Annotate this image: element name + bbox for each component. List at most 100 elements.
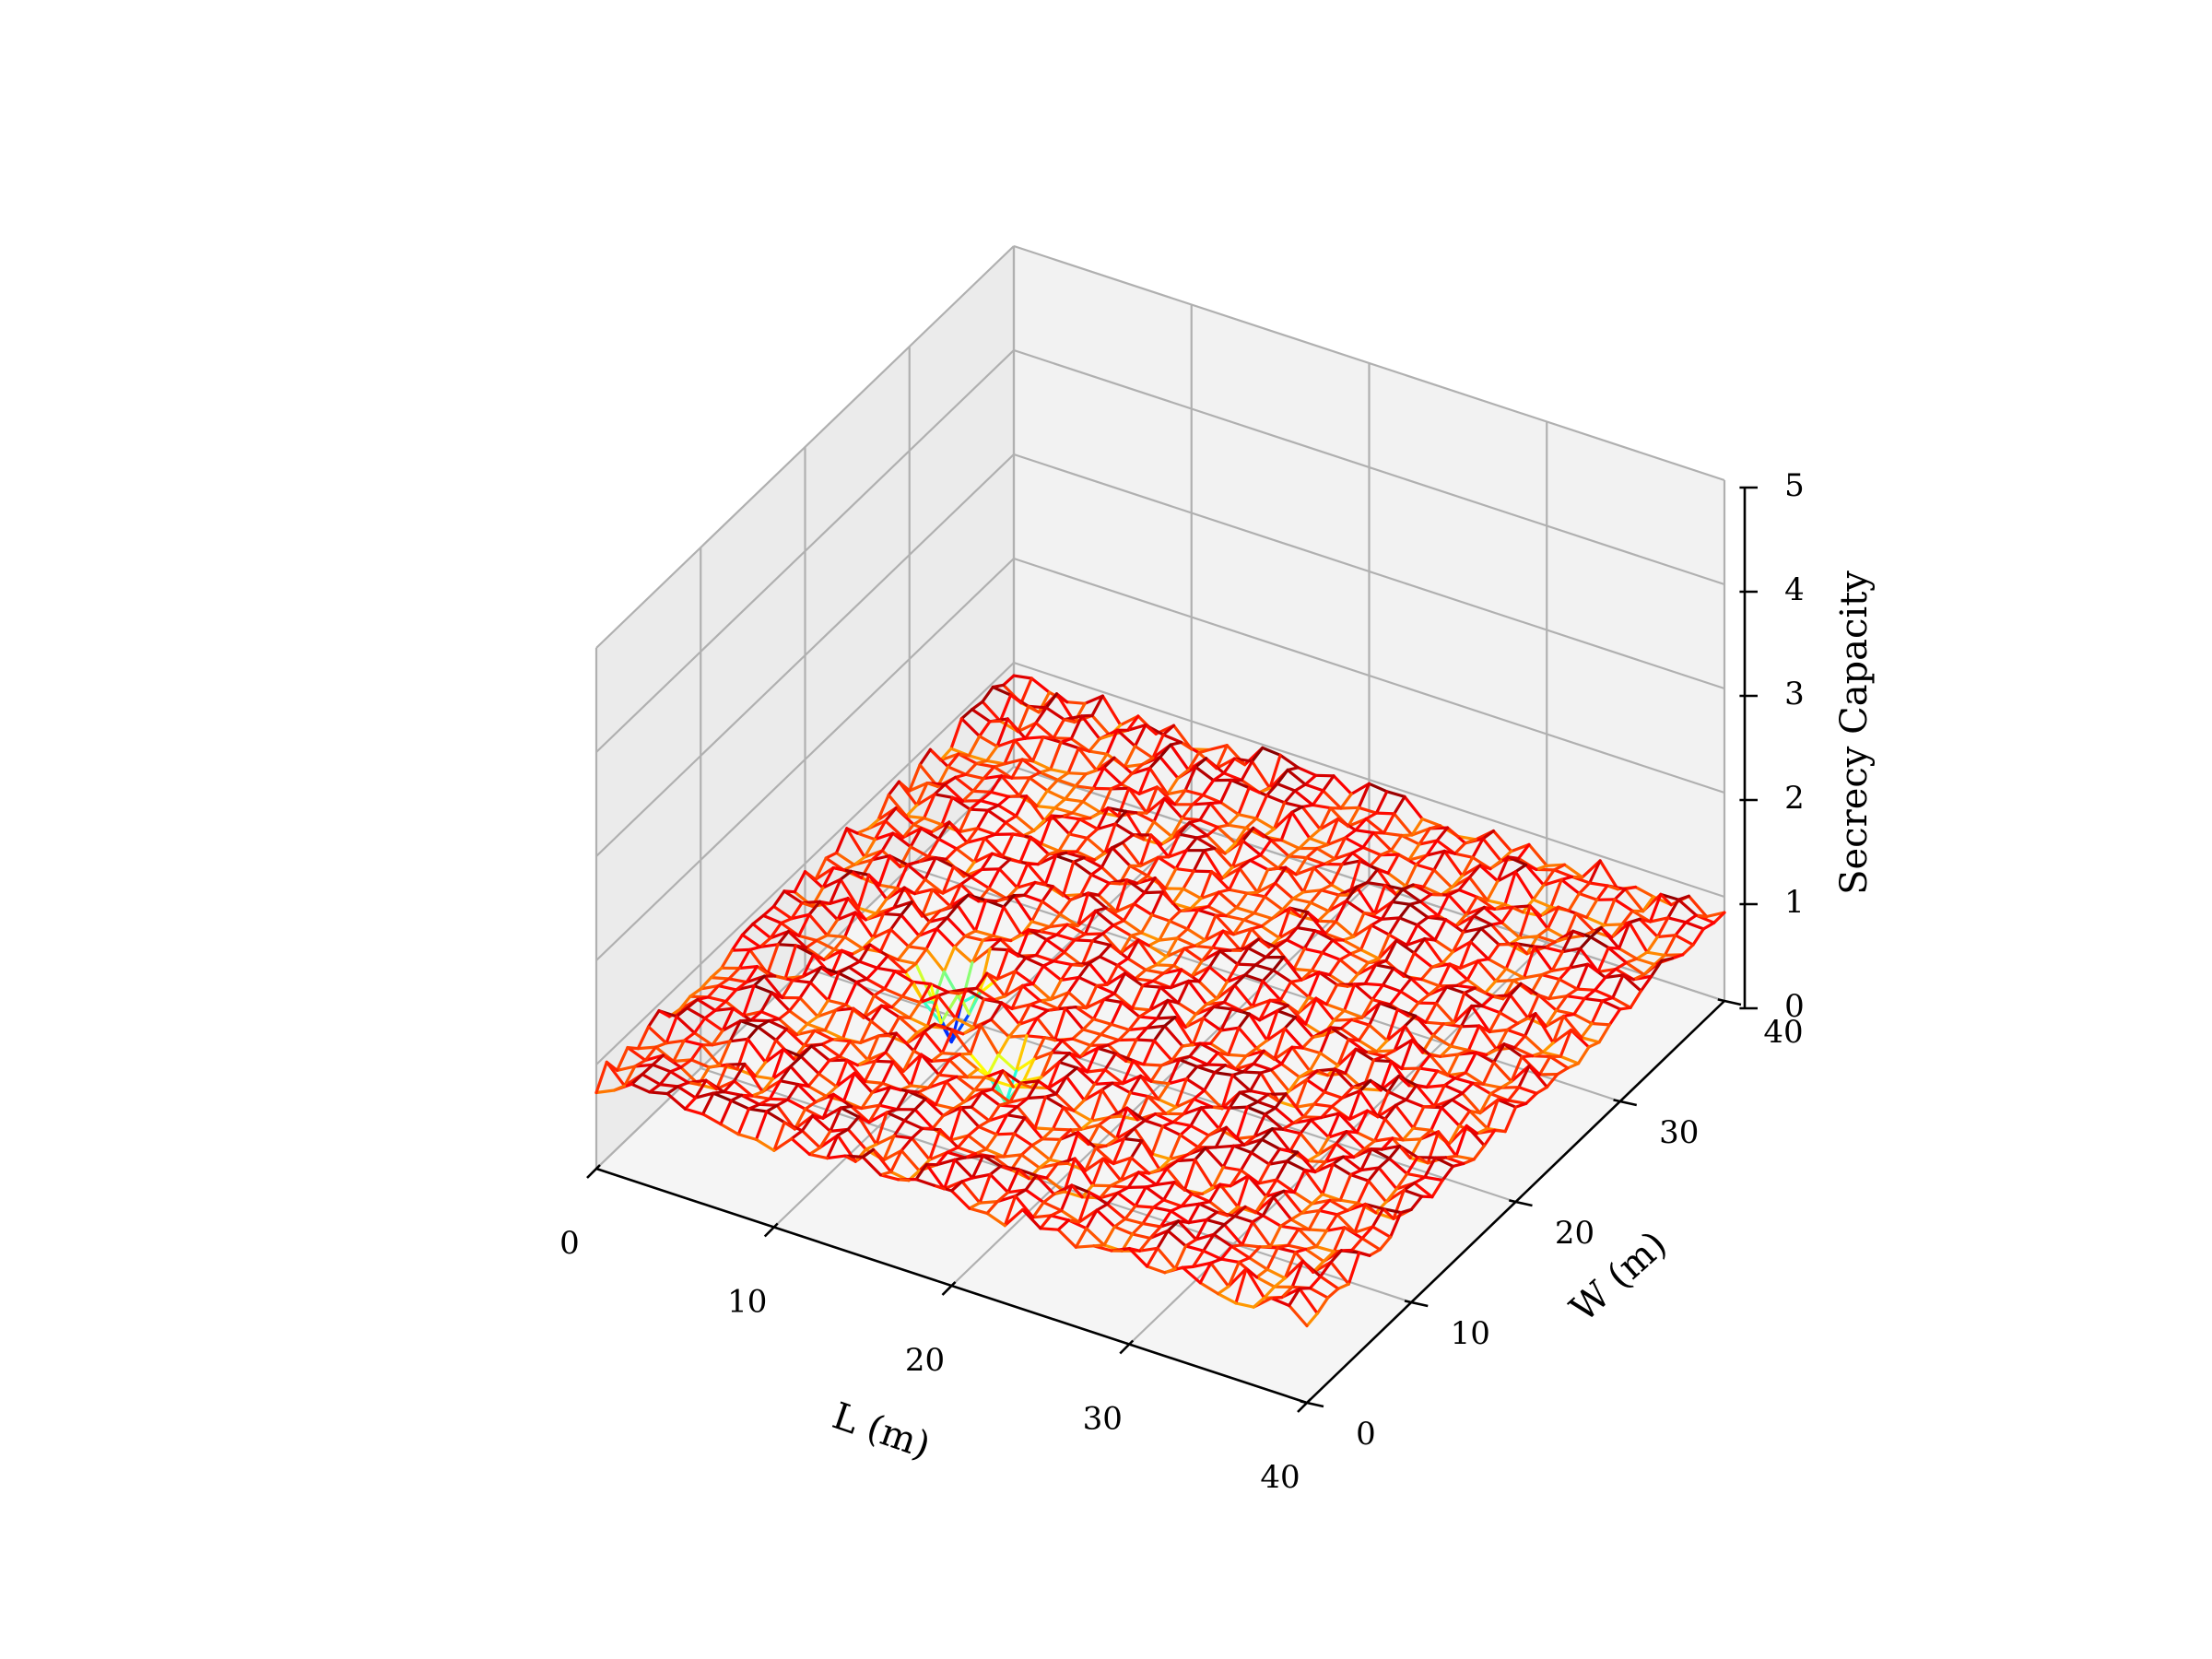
surface-segment [818,900,840,922]
surface-segment [817,1072,839,1088]
surface-segment [952,1100,966,1111]
surface-segment [1410,827,1431,837]
surface-segment [1305,1077,1326,1094]
surface-segment [1041,1127,1055,1141]
surface-segment [676,1085,698,1100]
surface-segment [1454,912,1468,928]
surface-segment [1056,1228,1078,1249]
surface-segment [1365,880,1387,888]
surface-segment [992,762,1006,769]
surface-segment [1181,1265,1195,1269]
surface-segment [1404,863,1418,888]
surface-segment [825,934,847,939]
surface-segment [1044,937,1066,954]
surface-segment [1393,1038,1414,1053]
surface-segment [1283,1016,1297,1030]
surface-segment [1124,1204,1137,1221]
surface-segment [900,900,913,917]
surface-segment [1204,1146,1225,1170]
surface-segment [1453,1077,1475,1085]
surface-segment [1314,996,1335,1022]
surface-segment [688,987,702,998]
surface-segment [692,1017,707,1035]
surface-segment [1122,901,1136,923]
surface-segment [885,1111,907,1123]
surface-segment [1260,1137,1282,1151]
surface-segment [1598,859,1619,891]
surface-segment [1277,1100,1299,1109]
surface-segment [1218,1182,1240,1209]
surface-segment [1533,945,1554,972]
surface-segment [1018,776,1031,797]
surface-segment [947,752,960,769]
surface-segment [1386,1089,1408,1101]
surface-segment [1297,836,1312,851]
surface-segment [1138,855,1160,868]
surface-segment [1547,977,1561,1001]
surface-segment [1090,939,1112,947]
surface-segment [1108,943,1123,955]
surface-segment [1150,1152,1172,1161]
surface-segment [872,994,894,1009]
surface-segment [1076,891,1090,928]
surface-segment [1359,1147,1373,1172]
surface-segment [721,1018,743,1032]
surface-segment [773,974,787,981]
surface-segment [1087,1123,1100,1147]
surface-segment [808,981,830,1003]
surface-segment [1063,1157,1077,1194]
surface-segment [1443,917,1458,928]
surface-segment [1289,1218,1311,1231]
surface-segment [1324,1142,1338,1164]
surface-segment [1504,942,1519,971]
surface-segment [1572,996,1586,1017]
surface-segment [1354,817,1368,832]
surface-segment [1152,1039,1174,1063]
surface-segment [703,1008,717,1020]
surface-segment [1147,766,1170,796]
surface-segment [1473,986,1488,994]
surface-segment [1035,1016,1057,1042]
surface-segment [1441,950,1454,965]
surface-segment [1261,979,1282,1002]
x-tick [586,1164,601,1179]
surface-segment [1218,949,1240,966]
surface-segment [848,1040,870,1062]
surface-segment [963,935,984,942]
surface-segment [1558,966,1571,982]
surface-segment [1171,1120,1193,1128]
surface-segment [888,913,903,932]
surface-segment [1478,864,1500,883]
surface-segment [1271,1195,1293,1221]
surface-segment [1209,1257,1223,1265]
surface-segment [968,1201,982,1210]
surface-segment [1288,1287,1301,1308]
surface-segment [1304,1244,1318,1252]
surface-segment [1214,913,1235,936]
surface-segment [1065,1065,1079,1078]
surface-segment [1177,832,1199,840]
surface-segment [1021,1076,1043,1083]
surface-segment [1232,983,1254,1008]
surface-segment [1233,1205,1247,1218]
surface-segment [699,975,713,991]
surface-segment [1238,866,1259,894]
surface-segment [1357,1251,1371,1257]
surface-segment [1355,1131,1377,1143]
surface-segment [934,1102,956,1111]
surface-segment [1527,1064,1542,1077]
surface-segment [818,1129,832,1149]
surface-segment [1265,1178,1278,1198]
surface-segment [1030,1137,1044,1147]
surface-segment [1222,1223,1244,1247]
surface-segment [966,1124,981,1137]
surface-segment [1064,1006,1077,1010]
surface-segment [1006,947,1020,958]
surface-segment [1209,869,1224,880]
surface-segment [1053,851,1068,858]
surface-segment [1229,1169,1243,1188]
surface-segment [1020,758,1035,763]
surface-segment [1674,921,1688,937]
surface-segment [1189,1106,1203,1128]
surface-segment [1433,917,1448,942]
